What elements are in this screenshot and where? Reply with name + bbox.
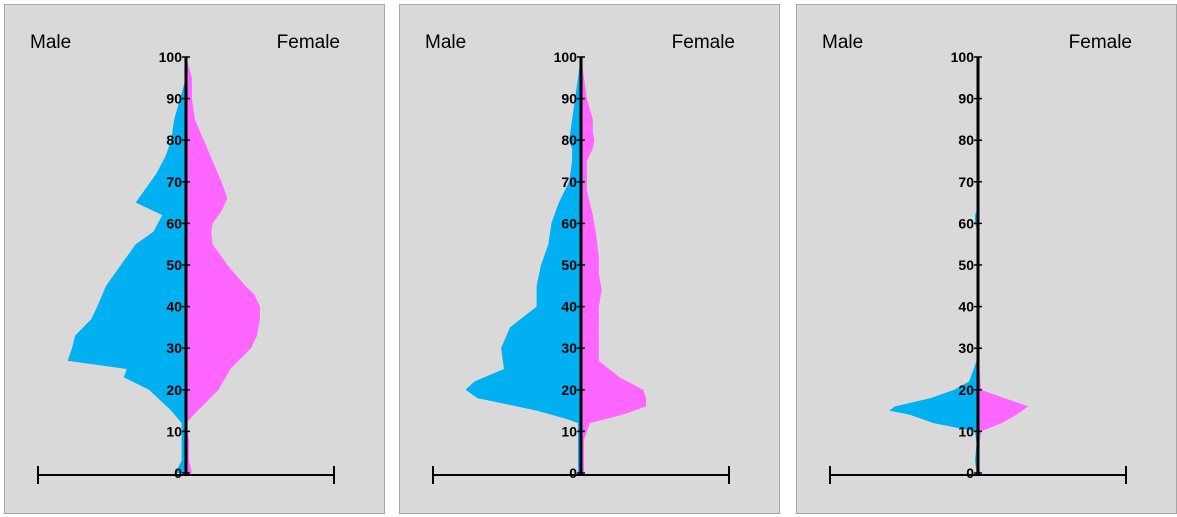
age-tick-label: 30 [561, 340, 577, 356]
pyramid-panel-2: Male Female 0 10 20 30 40 50 60 70 80 90 100 [399, 4, 780, 514]
age-tick-label: 100 [951, 49, 975, 65]
age-tick-label: 80 [561, 132, 577, 148]
male-label: Male [30, 32, 71, 53]
male-label: Male [822, 32, 863, 53]
age-tick-label: 30 [958, 340, 974, 356]
age-tick-label: 0 [569, 465, 577, 481]
male-label: Male [425, 32, 466, 53]
pyramid-panel-1: Male Female 0 10 20 30 40 50 60 70 80 90 100 [4, 4, 385, 514]
female-population-area [978, 57, 1029, 473]
age-tick-label: 10 [561, 423, 577, 439]
age-tick-label: 20 [958, 382, 974, 398]
age-tick-label: 90 [958, 91, 974, 107]
age-tick-label: 60 [958, 215, 974, 231]
age-tick-label: 90 [561, 91, 577, 107]
age-tick-label: 40 [958, 299, 974, 315]
age-tick-label: 0 [174, 465, 182, 481]
age-tick-label: 40 [561, 299, 577, 315]
age-tick-label: 100 [554, 49, 578, 65]
male-population-area [67, 57, 186, 473]
female-label: Female [277, 32, 340, 53]
age-tick-label: 80 [958, 132, 974, 148]
age-tick-label: 10 [166, 423, 182, 439]
age-tick-label: 100 [159, 49, 183, 65]
age-tick-label: 60 [561, 215, 577, 231]
pyramid-panel-3: Male Female 0 10 20 30 40 50 60 70 80 90 100 [796, 4, 1177, 514]
age-tick-label: 70 [958, 174, 974, 190]
age-tick-label: 70 [561, 174, 577, 190]
age-tick-label: 70 [166, 174, 182, 190]
age-tick-label: 50 [166, 257, 182, 273]
age-tick-label: 40 [166, 299, 182, 315]
female-population-area [186, 57, 260, 473]
age-tick-label: 0 [966, 465, 974, 481]
age-tick-label: 20 [561, 382, 577, 398]
female-population-area [581, 57, 647, 473]
male-population-area [465, 57, 581, 473]
age-tick-label: 20 [166, 382, 182, 398]
age-tick-label: 80 [166, 132, 182, 148]
female-label: Female [1069, 32, 1132, 53]
age-tick-label: 30 [166, 340, 182, 356]
female-label: Female [672, 32, 735, 53]
pyramid-chart-1: Male Female 0 10 20 30 40 50 60 70 80 90 100 [30, 32, 340, 484]
age-tick-label: 50 [561, 257, 577, 273]
age-tick-label: 50 [958, 257, 974, 273]
age-tick-label: 90 [166, 91, 182, 107]
pyramid-chart-3: Male Female 0 10 20 30 40 50 60 70 80 90 100 [822, 32, 1132, 484]
pyramid-chart-2: Male Female 0 10 20 30 40 50 60 70 80 90 100 [425, 32, 735, 484]
age-tick-label: 60 [166, 215, 182, 231]
age-tick-label: 10 [958, 423, 974, 439]
